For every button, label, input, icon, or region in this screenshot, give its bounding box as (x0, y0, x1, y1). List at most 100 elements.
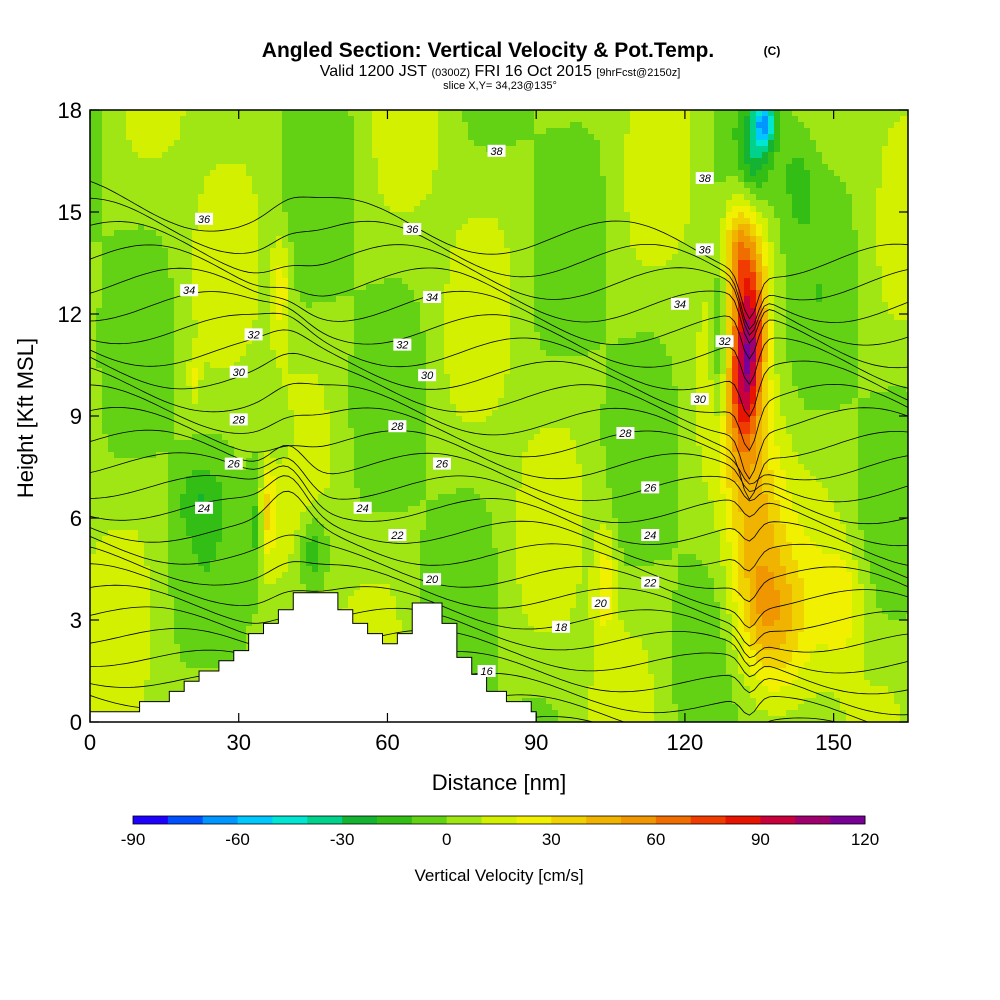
field-cell (570, 140, 576, 146)
field-cell (666, 320, 672, 326)
field-cell (768, 110, 774, 116)
field-cell (690, 188, 696, 194)
field-cell (684, 278, 690, 284)
field-cell (366, 176, 372, 182)
field-cell (726, 116, 732, 122)
field-cell (204, 224, 210, 230)
field-cell (168, 212, 174, 218)
field-cell (156, 116, 162, 122)
field-cell (186, 158, 192, 164)
field-cell (426, 248, 432, 254)
field-cell (522, 296, 528, 302)
field-cell (516, 158, 522, 164)
field-cell (888, 284, 894, 290)
field-cell (258, 188, 264, 194)
field-cell (210, 320, 216, 326)
field-cell (342, 212, 348, 218)
field-cell (438, 314, 444, 320)
field-cell (630, 242, 636, 248)
field-cell (840, 158, 846, 164)
field-cell (630, 290, 636, 296)
field-cell (276, 128, 282, 134)
field-cell (900, 314, 906, 320)
field-cell (756, 266, 762, 272)
field-cell (570, 110, 576, 116)
field-cell (240, 134, 246, 140)
field-cell (348, 302, 354, 308)
field-cell (408, 290, 414, 296)
field-cell (876, 152, 882, 158)
field-cell (522, 272, 528, 278)
field-cell (564, 170, 570, 176)
field-cell (372, 194, 378, 200)
field-cell (276, 146, 282, 152)
field-cell (486, 188, 492, 194)
field-cell (750, 230, 756, 236)
field-cell (222, 266, 228, 272)
field-cell (474, 320, 480, 326)
field-cell (354, 248, 360, 254)
field-cell (654, 302, 660, 308)
field-cell (252, 116, 258, 122)
field-cell (606, 302, 612, 308)
field-cell (492, 212, 498, 218)
field-cell (348, 182, 354, 188)
field-cell (222, 218, 228, 224)
field-cell (834, 266, 840, 272)
field-cell (384, 128, 390, 134)
field-cell (384, 140, 390, 146)
field-cell (600, 230, 606, 236)
field-cell (720, 242, 726, 248)
field-cell (624, 296, 630, 302)
field-cell (132, 302, 138, 308)
field-cell (756, 296, 762, 302)
field-cell (720, 320, 726, 326)
field-cell (396, 302, 402, 308)
field-cell (138, 248, 144, 254)
field-cell (858, 194, 864, 200)
field-cell (528, 116, 534, 122)
field-cell (180, 212, 186, 218)
field-cell (120, 218, 126, 224)
field-cell (282, 290, 288, 296)
field-cell (264, 152, 270, 158)
field-cell (240, 230, 246, 236)
field-cell (138, 284, 144, 290)
field-cell (648, 146, 654, 152)
field-cell (378, 290, 384, 296)
field-cell (438, 116, 444, 122)
field-cell (186, 296, 192, 302)
field-cell (654, 206, 660, 212)
field-cell (576, 224, 582, 230)
field-cell (582, 302, 588, 308)
field-cell (822, 236, 828, 242)
field-cell (564, 242, 570, 248)
field-cell (816, 188, 822, 194)
field-cell (582, 146, 588, 152)
field-cell (390, 134, 396, 140)
field-cell (612, 140, 618, 146)
field-cell (780, 110, 786, 116)
field-cell (624, 176, 630, 182)
field-cell (210, 242, 216, 248)
field-cell (270, 260, 276, 266)
field-cell (654, 278, 660, 284)
field-cell (186, 212, 192, 218)
field-cell (618, 290, 624, 296)
field-cell (738, 110, 744, 116)
field-cell (222, 128, 228, 134)
field-cell (888, 272, 894, 278)
field-cell (114, 290, 120, 296)
field-cell (438, 230, 444, 236)
field-cell (342, 248, 348, 254)
field-cell (882, 122, 888, 128)
field-cell (666, 176, 672, 182)
field-cell (726, 170, 732, 176)
field-cell (144, 164, 150, 170)
field-cell (108, 152, 114, 158)
field-cell (882, 206, 888, 212)
field-cell (792, 164, 798, 170)
field-cell (264, 146, 270, 152)
field-cell (870, 308, 876, 314)
field-cell (846, 230, 852, 236)
